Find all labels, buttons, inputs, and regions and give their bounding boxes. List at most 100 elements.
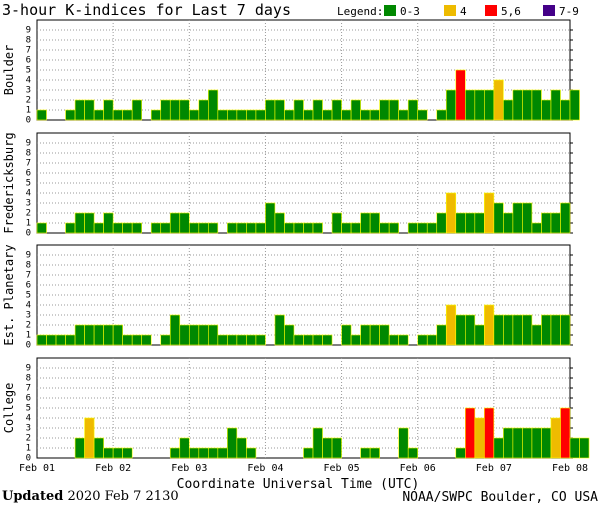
kindex-bar <box>198 447 209 459</box>
kindex-bar <box>388 334 399 346</box>
y-tick-label: 9 <box>26 251 31 261</box>
kindex-bar <box>65 222 76 234</box>
kindex-bar <box>398 109 409 121</box>
kindex-bar <box>369 212 380 234</box>
kindex-bar <box>445 192 457 234</box>
kindex-bar <box>369 109 380 121</box>
kindex-bar <box>131 222 142 234</box>
kindex-bar <box>522 202 533 234</box>
kindex-bar <box>531 89 542 121</box>
kindex-bar <box>179 99 190 121</box>
x-tick-label: Feb 07 <box>476 463 512 474</box>
kindex-bar <box>93 437 104 459</box>
kindex-bar <box>236 334 247 346</box>
kindex-bar <box>198 324 209 346</box>
kindex-bar <box>284 222 295 234</box>
kindex-bar <box>246 447 257 459</box>
kindex-bar <box>217 334 228 346</box>
kindex-bar <box>455 69 466 121</box>
y-tick-label: 0 <box>26 116 31 126</box>
kindex-bar <box>236 109 247 121</box>
updated-label: Updated <box>2 489 64 504</box>
kindex-bar <box>227 334 238 346</box>
kindex-bar <box>217 109 228 121</box>
kindex-bar <box>122 222 133 234</box>
kindex-bar <box>407 447 419 459</box>
kindex-bar <box>550 314 561 346</box>
kindex-bar <box>255 334 266 346</box>
x-tick-label: Feb 04 <box>247 463 283 474</box>
kindex-bar <box>474 212 485 234</box>
legend-swatch <box>485 5 497 16</box>
kindex-bar <box>274 212 285 234</box>
updated-timestamp: Updated 2020 Feb 7 2130 <box>2 489 179 504</box>
y-tick-label: 1 <box>26 219 31 229</box>
y-tick-label: 6 <box>26 394 31 404</box>
kindex-bar <box>541 212 552 234</box>
x-tick-label: Feb 05 <box>324 463 360 474</box>
kindex-bar <box>322 109 333 121</box>
updated-value: 2020 Feb 7 2130 <box>67 489 179 504</box>
kindex-bar <box>36 109 47 121</box>
kindex-bar <box>341 324 352 346</box>
kindex-bar <box>246 109 257 121</box>
kindex-bar <box>303 222 314 234</box>
x-tick-label: Feb 06 <box>400 463 436 474</box>
kindex-bar <box>112 447 123 459</box>
y-tick-label: 5 <box>26 179 31 189</box>
kindex-bar <box>122 109 133 121</box>
y-tick-label: 3 <box>26 311 31 321</box>
kindex-bar <box>169 447 181 459</box>
kindex-bar <box>484 192 495 234</box>
kindex-bar <box>560 407 571 459</box>
kindex-bar <box>303 334 314 346</box>
kindex-bar <box>227 222 238 234</box>
kindex-bar <box>484 407 495 459</box>
kindex-bar <box>560 99 571 121</box>
kindex-bar <box>255 109 266 121</box>
kindex-bar <box>131 99 142 121</box>
kindex-bar <box>246 222 257 234</box>
kindex-bar <box>93 109 104 121</box>
kindex-bar <box>484 89 495 121</box>
kindex-bar <box>93 222 104 234</box>
kindex-bar <box>407 222 419 234</box>
legend: Legend: 0-3 4 5,6 7-9 <box>337 5 579 18</box>
kindex-bar <box>150 109 162 121</box>
kindex-bar <box>503 427 514 459</box>
kindex-bar <box>236 437 247 459</box>
kindex-bar <box>426 334 438 346</box>
kindex-bar <box>426 222 438 234</box>
y-tick-label: 9 <box>26 139 31 149</box>
kindex-bar <box>369 324 380 346</box>
kindex-bar <box>284 109 295 121</box>
kindex-bar <box>169 212 181 234</box>
y-tick-label: 3 <box>26 199 31 209</box>
kindex-bar <box>369 447 380 459</box>
y-tick-label: 5 <box>26 66 31 76</box>
y-tick-label: 8 <box>26 149 31 159</box>
kindex-bar <box>531 427 542 459</box>
kindex-bar <box>455 314 466 346</box>
y-tick-label: 7 <box>26 159 31 169</box>
kindex-bar <box>493 314 504 346</box>
kindex-bar <box>131 334 142 346</box>
kindex-bar <box>84 212 95 234</box>
kindex-bar <box>503 99 514 121</box>
x-tick-label: Feb 08 <box>552 463 588 474</box>
y-tick-label: 1 <box>26 331 31 341</box>
kindex-bar <box>341 222 352 234</box>
kindex-bar <box>103 99 114 121</box>
legend-label: 0-3 <box>400 5 420 18</box>
kindex-bar <box>388 99 399 121</box>
chart-title: 3-hour K-indices for Last 7 days <box>2 1 291 19</box>
legend-swatch <box>444 5 456 16</box>
kindex-bar <box>274 314 285 346</box>
kindex-bar <box>493 437 504 459</box>
kindex-bar <box>46 334 57 346</box>
kindex-bar <box>74 324 85 346</box>
panel-label: College <box>2 383 16 434</box>
kindex-bar <box>550 212 561 234</box>
